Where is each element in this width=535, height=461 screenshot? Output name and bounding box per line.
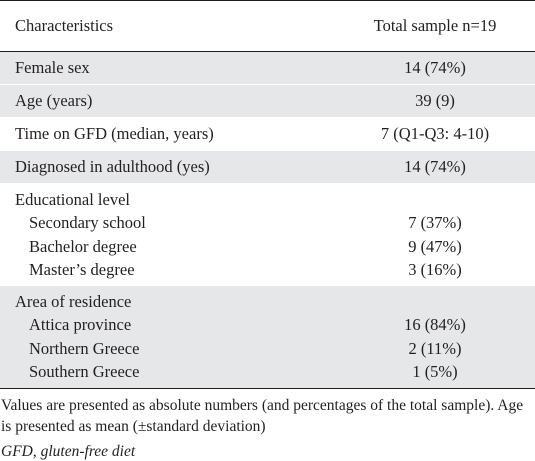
- row-value: 9 (47%): [408, 236, 462, 256]
- row-label: Southern Greece: [29, 362, 140, 382]
- table-row: Secondary school 7 (37%): [0, 212, 535, 236]
- row-value: 14 (74%): [404, 157, 466, 176]
- row-label: Age (years): [15, 91, 93, 110]
- group-title-row: Educational level: [0, 188, 535, 212]
- header-characteristics: Characteristics: [15, 16, 114, 35]
- row-value: 39 (9): [415, 91, 455, 110]
- row-value: 2 (11%): [408, 338, 462, 358]
- table-row: Diagnosed in adulthood (yes) 14 (74%): [0, 151, 535, 184]
- row-label: Master’s degree: [29, 260, 135, 280]
- row-value: 16 (84%): [404, 315, 466, 335]
- residence-title: Area of residence: [15, 291, 132, 311]
- row-value: 14 (74%): [404, 58, 466, 77]
- row-label: Attica province: [29, 315, 132, 335]
- abbreviation-note: GFD, gluten-free diet: [1, 443, 136, 460]
- row-label: Secondary school: [29, 213, 146, 233]
- header-total-sample: Total sample n=19: [373, 16, 497, 35]
- table-row: Attica province 16 (84%): [0, 314, 535, 338]
- row-value: 3 (16%): [408, 260, 462, 280]
- table-footnote: Values are presented as absolute numbers…: [1, 397, 524, 435]
- table-row: Female sex 14 (74%): [0, 52, 535, 85]
- table-row: Southern Greece 1 (5%): [0, 361, 535, 385]
- row-label: Female sex: [15, 58, 90, 77]
- table-row: Master’s degree 3 (16%): [0, 259, 535, 283]
- table-row: Northern Greece 2 (11%): [0, 337, 535, 361]
- row-label: Bachelor degree: [29, 236, 137, 256]
- education-title: Educational level: [15, 189, 130, 209]
- row-label: Time on GFD (median, years): [15, 124, 214, 143]
- row-value: 7 (Q1-Q3: 4-10): [380, 124, 490, 143]
- education-group: Educational level Secondary school 7 (37…: [0, 184, 535, 286]
- group-title-row: Area of residence: [0, 290, 535, 314]
- table-header: Characteristics Total sample n=19: [0, 0, 535, 52]
- residence-group: Area of residence Attica province 16 (84…: [0, 286, 535, 389]
- row-label: Diagnosed in adulthood (yes): [15, 157, 210, 176]
- row-value: 7 (37%): [408, 213, 462, 233]
- row-label: Northern Greece: [29, 338, 140, 358]
- table-row: Time on GFD (median, years) 7 (Q1-Q3: 4-…: [0, 118, 535, 151]
- table-row: Bachelor degree 9 (47%): [0, 235, 535, 259]
- table-row: Age (years) 39 (9): [0, 85, 535, 118]
- row-value: 1 (5%): [412, 362, 458, 382]
